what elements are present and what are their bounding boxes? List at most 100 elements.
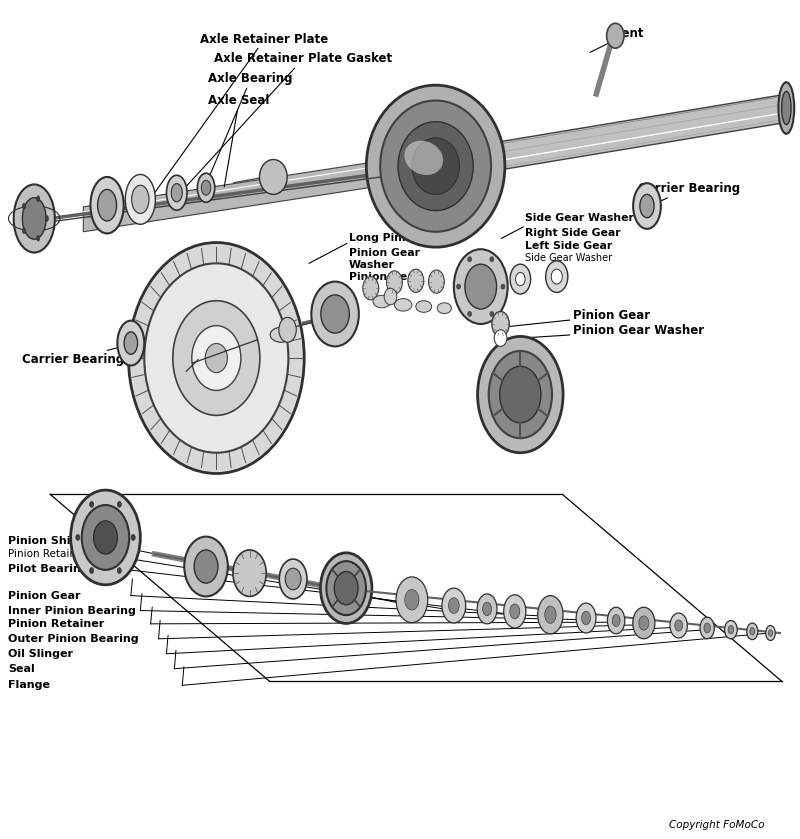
Ellipse shape	[778, 82, 794, 133]
Ellipse shape	[515, 273, 525, 286]
Ellipse shape	[606, 23, 624, 48]
Ellipse shape	[366, 85, 505, 248]
Ellipse shape	[728, 626, 734, 633]
Ellipse shape	[202, 180, 210, 195]
Ellipse shape	[90, 502, 94, 508]
Ellipse shape	[198, 173, 214, 202]
Ellipse shape	[633, 607, 655, 638]
Ellipse shape	[259, 159, 287, 195]
Ellipse shape	[94, 521, 118, 554]
Ellipse shape	[82, 505, 130, 570]
Ellipse shape	[194, 550, 218, 583]
Ellipse shape	[279, 559, 307, 599]
Ellipse shape	[362, 277, 378, 300]
Ellipse shape	[449, 597, 459, 613]
Ellipse shape	[166, 175, 187, 211]
Ellipse shape	[384, 289, 397, 305]
Text: Pinion Gear: Pinion Gear	[8, 591, 81, 601]
Ellipse shape	[396, 577, 428, 623]
Text: Washer: Washer	[349, 260, 394, 270]
Ellipse shape	[404, 141, 443, 175]
Ellipse shape	[510, 604, 520, 619]
Ellipse shape	[124, 332, 138, 354]
Ellipse shape	[118, 320, 144, 366]
Ellipse shape	[454, 249, 508, 324]
Ellipse shape	[118, 568, 122, 573]
Ellipse shape	[373, 295, 390, 308]
Text: Axle Retainer Plate: Axle Retainer Plate	[142, 33, 329, 210]
Ellipse shape	[386, 271, 402, 294]
Ellipse shape	[184, 537, 228, 597]
Ellipse shape	[490, 311, 494, 316]
Text: Pinion Shims: Pinion Shims	[8, 536, 89, 546]
Polygon shape	[83, 154, 428, 232]
Ellipse shape	[14, 185, 55, 253]
Text: Outer Pinion Bearing: Outer Pinion Bearing	[8, 633, 138, 644]
Ellipse shape	[612, 614, 620, 627]
Ellipse shape	[704, 623, 710, 633]
Ellipse shape	[746, 623, 758, 639]
Ellipse shape	[545, 606, 556, 623]
Ellipse shape	[494, 330, 507, 347]
Ellipse shape	[22, 227, 26, 233]
Ellipse shape	[750, 628, 754, 635]
Text: Axle Seal: Axle Seal	[209, 94, 270, 187]
Ellipse shape	[22, 203, 26, 209]
Ellipse shape	[131, 534, 135, 540]
Text: Right Side Gear: Right Side Gear	[525, 228, 621, 238]
Text: Long Pinion Shaft: Long Pinion Shaft	[349, 233, 457, 243]
Ellipse shape	[639, 616, 649, 630]
Text: Left Side Gear: Left Side Gear	[525, 241, 612, 251]
Ellipse shape	[538, 596, 563, 633]
Ellipse shape	[412, 138, 459, 195]
Ellipse shape	[279, 317, 296, 342]
Ellipse shape	[171, 184, 182, 202]
Ellipse shape	[98, 190, 117, 221]
Ellipse shape	[500, 367, 541, 423]
Ellipse shape	[546, 261, 568, 293]
Text: Carrier Bearing: Carrier Bearing	[22, 345, 129, 366]
Text: Pinion Gear: Pinion Gear	[349, 248, 419, 258]
Ellipse shape	[766, 626, 775, 640]
Text: Oil Slinger: Oil Slinger	[8, 649, 73, 659]
Text: Axle Bearing: Axle Bearing	[202, 72, 293, 194]
Ellipse shape	[90, 568, 94, 573]
Ellipse shape	[429, 270, 444, 294]
Text: Pinion Retainer O-Ring: Pinion Retainer O-Ring	[8, 549, 126, 559]
Ellipse shape	[489, 351, 552, 438]
Ellipse shape	[270, 327, 292, 342]
Ellipse shape	[607, 607, 625, 633]
Text: Side Gear Washer: Side Gear Washer	[525, 213, 634, 223]
Ellipse shape	[311, 282, 359, 347]
Ellipse shape	[492, 311, 510, 336]
Ellipse shape	[334, 571, 358, 605]
Ellipse shape	[674, 620, 682, 631]
Ellipse shape	[700, 618, 714, 638]
Ellipse shape	[477, 594, 497, 624]
Ellipse shape	[70, 490, 140, 585]
Ellipse shape	[286, 568, 301, 590]
Text: Flange: Flange	[8, 680, 50, 690]
Ellipse shape	[233, 550, 266, 597]
Ellipse shape	[326, 561, 366, 615]
Ellipse shape	[132, 185, 149, 213]
Ellipse shape	[768, 629, 773, 636]
Ellipse shape	[442, 588, 466, 623]
Text: Axle Retainer Plate Gasket: Axle Retainer Plate Gasket	[172, 53, 392, 202]
Ellipse shape	[438, 303, 451, 314]
Ellipse shape	[468, 257, 472, 262]
Ellipse shape	[22, 198, 46, 239]
Ellipse shape	[465, 264, 497, 309]
Ellipse shape	[37, 195, 40, 201]
Ellipse shape	[321, 553, 372, 623]
Text: Seal: Seal	[8, 664, 35, 674]
Polygon shape	[428, 94, 788, 182]
Ellipse shape	[76, 534, 80, 540]
Ellipse shape	[504, 595, 526, 628]
Ellipse shape	[670, 613, 687, 638]
Text: Pinion Retainer: Pinion Retainer	[8, 619, 104, 629]
Ellipse shape	[408, 269, 424, 293]
Ellipse shape	[782, 91, 791, 125]
Ellipse shape	[405, 590, 419, 610]
Text: Pinion Gear: Pinion Gear	[349, 273, 419, 283]
